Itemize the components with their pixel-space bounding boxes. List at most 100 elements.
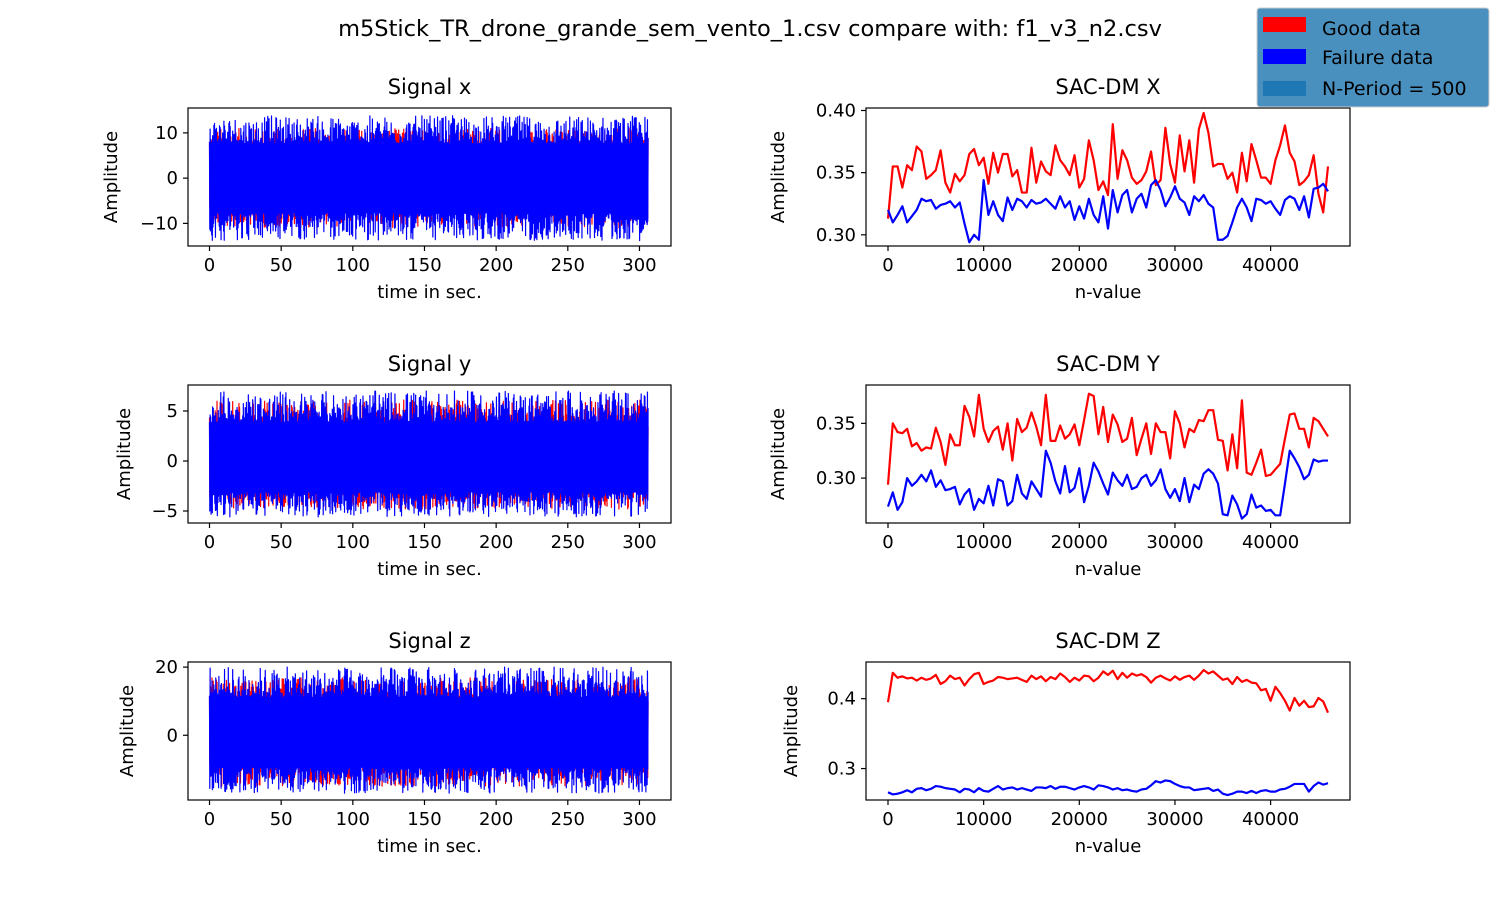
y-tick-label: −5 bbox=[151, 501, 178, 522]
plot-area-sacdm-y bbox=[886, 392, 1329, 520]
x-tick-label: 100 bbox=[336, 532, 370, 553]
x-tick-label: 10000 bbox=[955, 255, 1012, 276]
series-line-good bbox=[886, 392, 1329, 485]
x-axis-label: n-value bbox=[1075, 282, 1142, 303]
x-axis-label: time in sec. bbox=[377, 282, 482, 303]
x-tick-label: 0 bbox=[882, 255, 893, 276]
subplot-title: Signal x bbox=[388, 75, 472, 99]
y-axis-label: Amplitude bbox=[768, 131, 789, 223]
x-tick-label: 150 bbox=[407, 255, 441, 276]
series-line-failure bbox=[886, 179, 1329, 244]
subplot-signal-z: 0 50 100 150 200 250 300 0 20 Signal z time in sec… bbox=[117, 629, 672, 857]
y-tick-label: 20 bbox=[155, 657, 178, 678]
plot-area-sacdm-z bbox=[886, 668, 1330, 797]
x-tick-label: 40000 bbox=[1242, 809, 1299, 830]
subplot-signal-x: 0 50 100 150 200 250 300 −10 0 10 Signal x time in … bbox=[101, 75, 672, 303]
x-tick-label: 100 bbox=[336, 255, 370, 276]
x-tick-label: 200 bbox=[479, 809, 513, 830]
legend-label-good: Good data bbox=[1322, 18, 1421, 40]
y-tick-label: 10 bbox=[155, 123, 178, 144]
plot-area-signal-x bbox=[208, 115, 649, 242]
x-tick-label: 50 bbox=[270, 255, 293, 276]
x-tick-label: 0 bbox=[204, 532, 215, 553]
subplot-title: SAC-DM X bbox=[1055, 75, 1160, 99]
x-tick-label: 20000 bbox=[1051, 532, 1108, 553]
y-tick-label: 0.40 bbox=[816, 100, 856, 121]
x-tick-label: 0 bbox=[882, 809, 893, 830]
y-tick-label: 0.3 bbox=[827, 759, 856, 780]
x-tick-label: 200 bbox=[479, 532, 513, 553]
legend-label-period: N-Period = 500 bbox=[1322, 78, 1467, 100]
series-line-good bbox=[886, 111, 1330, 219]
x-tick-label: 150 bbox=[407, 532, 441, 553]
subplot-sacdm-y: 0 10000 20000 30000 40000 0.30 0.35 SAC-DM Y n-v… bbox=[768, 352, 1351, 580]
plot-area-signal-y bbox=[208, 390, 649, 518]
x-tick-label: 40000 bbox=[1242, 255, 1299, 276]
x-tick-label: 250 bbox=[551, 255, 585, 276]
legend-frame bbox=[1256, 7, 1490, 108]
series-line-good bbox=[886, 668, 1330, 714]
figure-suptitle: m5Stick_TR_drone_grande_sem_vento_1.csv … bbox=[338, 16, 1162, 42]
x-tick-label: 0 bbox=[204, 255, 215, 276]
y-axis-label: Amplitude bbox=[114, 408, 135, 500]
x-tick-label: 30000 bbox=[1146, 532, 1203, 553]
subplot-title: Signal z bbox=[388, 629, 470, 653]
x-tick-label: 100 bbox=[336, 809, 370, 830]
subplot-title: Signal y bbox=[388, 352, 472, 376]
subplot-title: SAC-DM Y bbox=[1056, 352, 1160, 376]
series-line-failure bbox=[208, 666, 649, 794]
y-tick-label: 5 bbox=[167, 401, 178, 422]
plot-area-sacdm-x bbox=[886, 111, 1330, 244]
x-axis-label: time in sec. bbox=[377, 836, 482, 857]
x-tick-label: 20000 bbox=[1051, 255, 1108, 276]
x-tick-label: 0 bbox=[882, 532, 893, 553]
subplot-signal-y: 0 50 100 150 200 250 300 −5 0 5 Signal y time in se… bbox=[114, 352, 672, 580]
x-tick-label: 300 bbox=[622, 532, 656, 553]
axes-frame bbox=[187, 107, 672, 247]
legend-swatch-failure bbox=[1263, 49, 1306, 64]
x-tick-label: 300 bbox=[622, 809, 656, 830]
y-axis-label: Amplitude bbox=[117, 685, 138, 777]
x-tick-label: 0 bbox=[204, 809, 215, 830]
x-tick-label: 30000 bbox=[1146, 809, 1203, 830]
legend-swatch-good bbox=[1263, 17, 1306, 32]
series-line-failure bbox=[208, 115, 649, 242]
x-tick-label: 250 bbox=[551, 532, 585, 553]
y-tick-label: 0.35 bbox=[816, 413, 856, 434]
axes-frame bbox=[187, 384, 672, 524]
x-axis-label: n-value bbox=[1075, 559, 1142, 580]
axes-frame bbox=[187, 661, 672, 801]
subplot-sacdm-x: 0 10000 20000 30000 40000 0.30 0.35 0.40 SAC-DM … bbox=[768, 75, 1351, 303]
subplot-sacdm-z: 0 10000 20000 30000 40000 0.3 0.4 SAC-DM Z n-val… bbox=[781, 629, 1351, 857]
x-axis-label: time in sec. bbox=[377, 559, 482, 580]
x-tick-label: 200 bbox=[479, 255, 513, 276]
y-tick-label: 0.35 bbox=[816, 163, 856, 184]
y-tick-label: −10 bbox=[140, 213, 178, 234]
y-tick-label: 0 bbox=[167, 451, 178, 472]
legend: Good data Failure data N-Period = 500 bbox=[1256, 7, 1490, 108]
series-line-failure bbox=[886, 449, 1328, 520]
y-axis-label: Amplitude bbox=[101, 131, 122, 223]
x-tick-label: 20000 bbox=[1051, 809, 1108, 830]
axes-frame bbox=[865, 661, 1351, 801]
y-tick-label: 0 bbox=[167, 725, 178, 746]
x-tick-label: 300 bbox=[622, 255, 656, 276]
y-tick-label: 0.4 bbox=[827, 689, 856, 710]
y-tick-label: 0.30 bbox=[816, 468, 856, 489]
x-tick-label: 10000 bbox=[955, 809, 1012, 830]
series-line-failure bbox=[887, 779, 1329, 797]
x-tick-label: 40000 bbox=[1242, 532, 1299, 553]
x-tick-label: 50 bbox=[270, 809, 293, 830]
y-axis-label: Amplitude bbox=[781, 685, 802, 777]
axes-frame bbox=[865, 384, 1351, 524]
x-tick-label: 150 bbox=[407, 809, 441, 830]
x-tick-label: 10000 bbox=[955, 532, 1012, 553]
x-tick-label: 50 bbox=[270, 532, 293, 553]
y-axis-label: Amplitude bbox=[768, 408, 789, 500]
legend-swatch-period bbox=[1263, 81, 1306, 96]
subplot-title: SAC-DM Z bbox=[1055, 629, 1160, 653]
plot-area-signal-z bbox=[208, 666, 649, 794]
x-axis-label: n-value bbox=[1075, 836, 1142, 857]
